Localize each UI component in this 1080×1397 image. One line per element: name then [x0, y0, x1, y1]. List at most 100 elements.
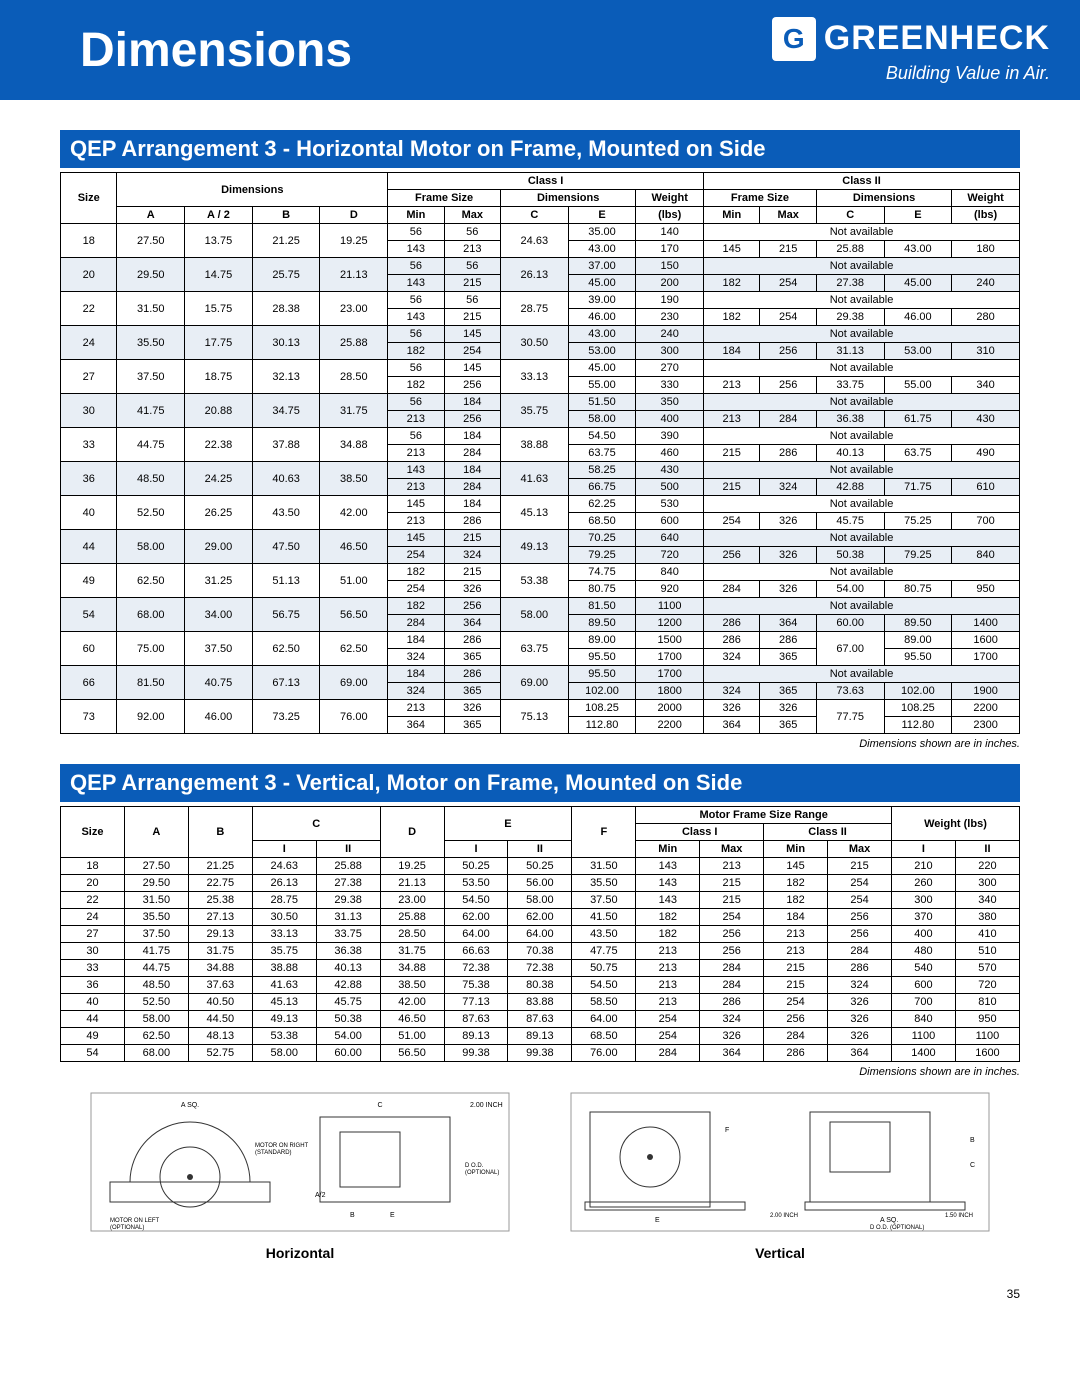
cell: 1800	[636, 683, 704, 700]
cell: 56	[388, 428, 444, 445]
cell: 45.13	[500, 496, 568, 530]
table-row: 4962.5031.2551.1351.0018221553.3874.7584…	[61, 564, 1020, 581]
cell: 108.25	[568, 700, 636, 717]
cell: 58.00	[117, 530, 185, 564]
cell: 1400	[891, 1045, 955, 1062]
cell: 284	[636, 1045, 700, 1062]
cell: 365	[444, 717, 500, 734]
cell: 19.25	[380, 858, 444, 875]
cell: 50.25	[508, 858, 572, 875]
cell: 254	[828, 892, 892, 909]
cell: 1600	[952, 632, 1020, 649]
cell: 170	[636, 241, 704, 258]
cell: Not available	[704, 564, 1020, 581]
cell: 182	[704, 309, 760, 326]
t1-col: Min	[388, 207, 444, 224]
cell: 43.00	[884, 241, 952, 258]
cell: 74.75	[568, 564, 636, 581]
cell: 286	[704, 632, 760, 649]
cell: 326	[760, 513, 816, 530]
t2-sub: Max	[700, 841, 764, 858]
t2-sub: Min	[636, 841, 700, 858]
cell: 73.63	[816, 683, 884, 700]
cell: 1100	[891, 1028, 955, 1045]
cell: 95.50	[568, 649, 636, 666]
cell: 840	[891, 1011, 955, 1028]
cell: 26.13	[500, 258, 568, 292]
cell: 102.00	[884, 683, 952, 700]
table-vertical: Size A B C D E F Motor Frame Size Range …	[60, 806, 1020, 1062]
cell: 25.88	[316, 858, 380, 875]
cell: 24.63	[500, 224, 568, 258]
cell: 56	[388, 224, 444, 241]
cell: 76.00	[320, 700, 388, 734]
cell: 64.00	[444, 926, 508, 943]
cell: 54.50	[572, 977, 636, 994]
cell: 140	[636, 224, 704, 241]
table-row: 7392.0046.0073.2576.0021332675.13108.252…	[61, 700, 1020, 717]
cell: 40	[61, 496, 117, 530]
cell: 89.50	[568, 615, 636, 632]
cell: 365	[760, 717, 816, 734]
cell: 53.50	[444, 875, 508, 892]
t1-col: E	[884, 207, 952, 224]
cell: Not available	[704, 258, 1020, 275]
cell: 56.00	[508, 875, 572, 892]
cell: 254	[760, 275, 816, 292]
cell: 34.88	[320, 428, 388, 462]
cell: 28.50	[320, 360, 388, 394]
cell: Not available	[704, 598, 1020, 615]
cell: 145	[764, 858, 828, 875]
cell: 44.75	[117, 428, 185, 462]
table-row: 4458.0044.5049.1350.3846.5087.6387.6364.…	[61, 1011, 1020, 1028]
cell: 54.50	[444, 892, 508, 909]
cell: 83.88	[508, 994, 572, 1011]
cell: 324	[828, 977, 892, 994]
cell: 40.13	[816, 445, 884, 462]
svg-text:C: C	[970, 1162, 975, 1169]
cell: 89.00	[884, 632, 952, 649]
diagrams-row: A SQ. C 2.00 INCH MOTOR ON RIGHT (STANDA…	[60, 1092, 1020, 1261]
cell: 41.50	[572, 909, 636, 926]
cell: 184	[388, 666, 444, 683]
cell: 14.75	[185, 258, 253, 292]
cell: 400	[636, 411, 704, 428]
cell: 42.88	[816, 479, 884, 496]
cell: 77.75	[816, 700, 884, 734]
cell: 500	[636, 479, 704, 496]
cell: 22	[61, 892, 125, 909]
cell: 45.75	[316, 994, 380, 1011]
cell: 54.50	[568, 428, 636, 445]
cell: 145	[444, 326, 500, 343]
cell: 45.75	[816, 513, 884, 530]
cell: 18.75	[185, 360, 253, 394]
cell: 286	[704, 615, 760, 632]
svg-text:A/2: A/2	[315, 1192, 326, 1199]
cell: 37.63	[188, 977, 252, 994]
table-row: 4052.5026.2543.5042.0014518445.1362.2553…	[61, 496, 1020, 513]
cell: 54.00	[816, 581, 884, 598]
cell: 143	[636, 858, 700, 875]
cell: 31.13	[816, 343, 884, 360]
cell: 326	[700, 1028, 764, 1045]
cell: 22	[61, 292, 117, 326]
cell: 145	[388, 496, 444, 513]
svg-text:2.00 INCH: 2.00 INCH	[770, 1213, 798, 1219]
table-row: 2737.5029.1333.1333.7528.5064.0064.0043.…	[61, 926, 1020, 943]
th-fs1: Frame Size	[388, 190, 501, 207]
cell: 364	[760, 615, 816, 632]
cell: 365	[760, 649, 816, 666]
cell: 324	[388, 649, 444, 666]
cell: 66.75	[568, 479, 636, 496]
cell: 89.00	[568, 632, 636, 649]
svg-text:MOTOR ON RIGHT: MOTOR ON RIGHT	[255, 1143, 309, 1149]
cell: 81.50	[117, 666, 185, 700]
cell: 284	[700, 960, 764, 977]
cell: 23.00	[320, 292, 388, 326]
cell: 66	[61, 666, 117, 700]
cell: 37.50	[124, 926, 188, 943]
cell: 31.13	[316, 909, 380, 926]
cell: 21.13	[320, 258, 388, 292]
cell: 1700	[952, 649, 1020, 666]
cell: 256	[828, 909, 892, 926]
